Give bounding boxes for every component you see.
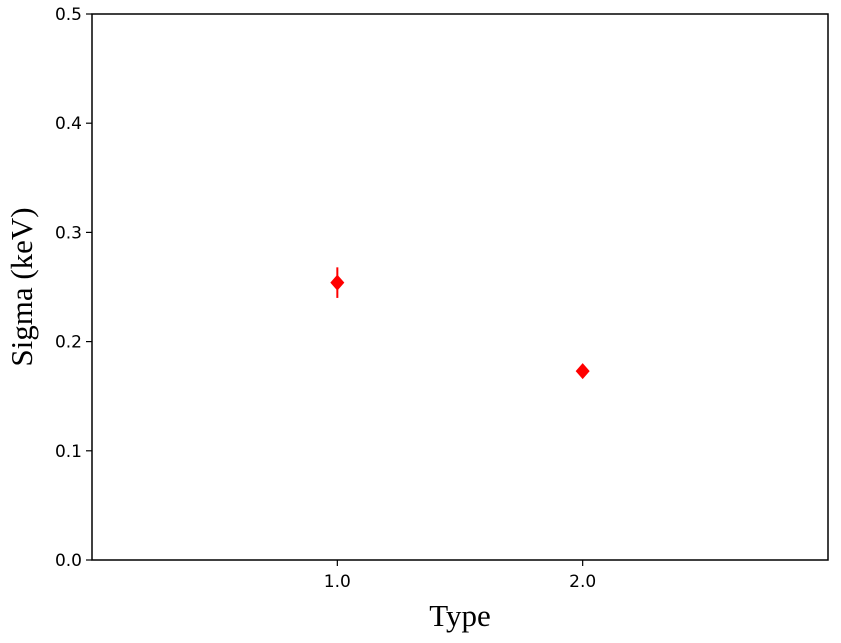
y-tick-label: 0.0 xyxy=(55,551,82,571)
y-tick-label: 0.2 xyxy=(55,333,82,353)
y-tick-label: 0.1 xyxy=(55,442,82,462)
y-tick-label: 0.4 xyxy=(55,114,82,134)
y-axis-label: Sigma (keV) xyxy=(4,207,39,366)
point xyxy=(330,274,345,291)
x-tick-label: 1.0 xyxy=(324,572,351,592)
y-tick-label: 0.5 xyxy=(55,5,82,25)
x-axis-label: Type xyxy=(429,598,491,633)
y-tick-label: 0.3 xyxy=(55,223,82,243)
plot-frame xyxy=(91,13,829,561)
point xyxy=(575,363,590,380)
x-tick-label: 2.0 xyxy=(569,572,596,592)
